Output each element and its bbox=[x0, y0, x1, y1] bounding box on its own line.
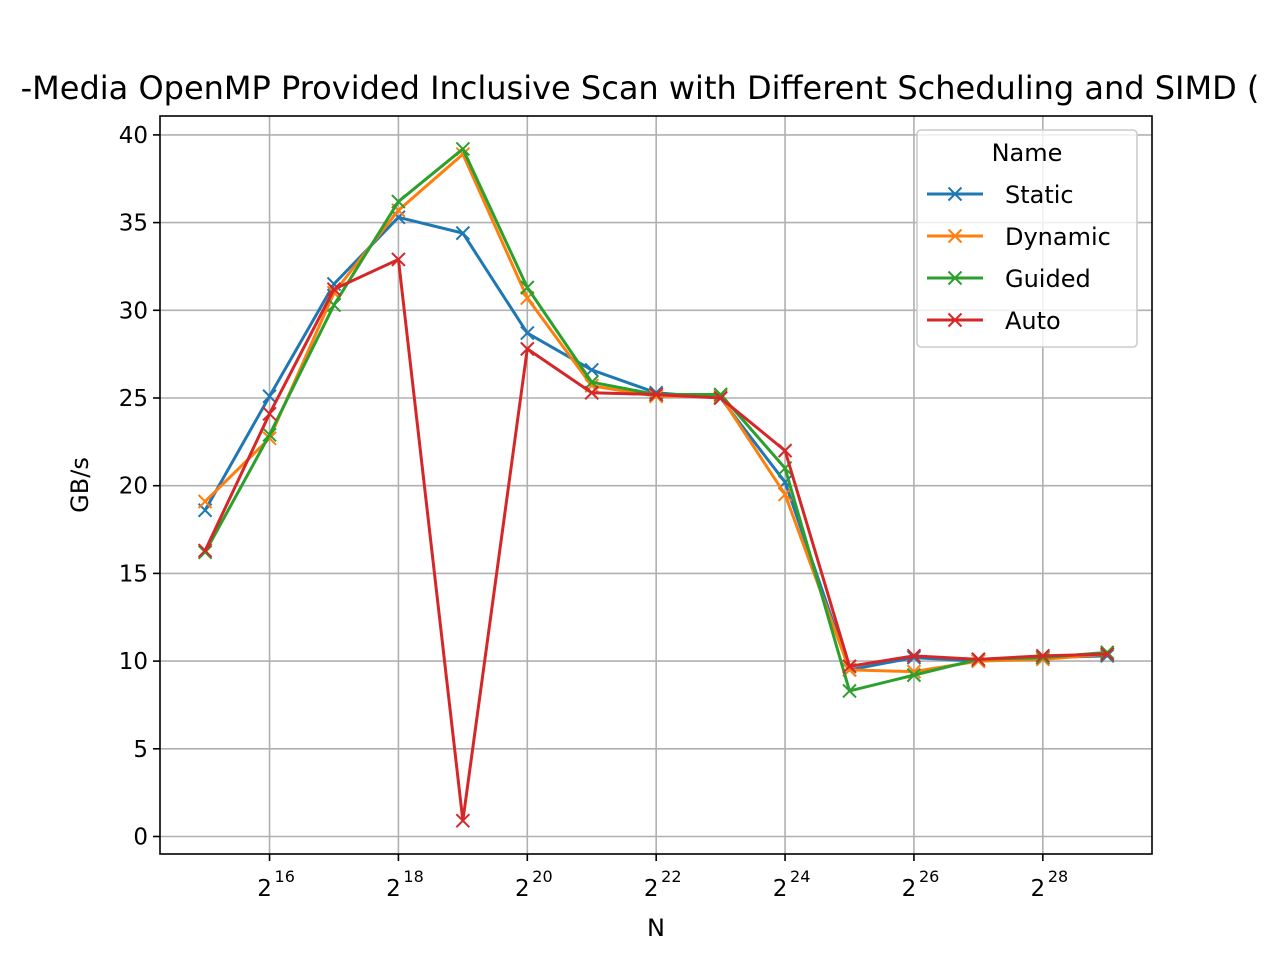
y-tick-label: 35 bbox=[119, 211, 148, 237]
y-axis-ticks: 0 5 10 15 20 25 30 35 40 bbox=[119, 123, 160, 851]
data-point-auto bbox=[455, 813, 471, 828]
data-point-guided bbox=[1035, 650, 1051, 665]
x-tick-label: 2 20 bbox=[515, 867, 553, 902]
legend-label: Dynamic bbox=[1005, 223, 1111, 251]
series-auto bbox=[197, 252, 1115, 828]
x-tick-exponent: 20 bbox=[532, 867, 552, 886]
legend-swatch-marker bbox=[947, 312, 963, 328]
legend-label: Static bbox=[1005, 181, 1074, 209]
data-point-auto bbox=[1100, 646, 1115, 662]
data-point-auto bbox=[1035, 648, 1051, 664]
data-point-static bbox=[262, 389, 277, 404]
data-point-auto bbox=[326, 282, 342, 297]
data-point-auto bbox=[391, 252, 406, 267]
y-axis-label: GB/s bbox=[66, 457, 94, 513]
series-layer bbox=[197, 141, 1115, 828]
data-point-auto bbox=[971, 652, 986, 667]
x-tick-label: 2 28 bbox=[1030, 867, 1068, 902]
x-tick-base: 2 bbox=[773, 876, 788, 902]
data-point-guided bbox=[262, 427, 277, 443]
data-point-auto bbox=[648, 387, 664, 402]
data-point-guided bbox=[520, 280, 535, 295]
data-point-auto bbox=[262, 406, 277, 421]
legend-swatch-marker bbox=[947, 270, 963, 286]
data-point-guided bbox=[197, 545, 213, 560]
data-point-dynamic bbox=[648, 389, 664, 404]
legend-label: Guided bbox=[1005, 265, 1091, 293]
legend-swatch-marker bbox=[947, 228, 963, 244]
x-axis-ticks: 2 16 2 18 2 20 2 22 2 24 2 26 2 28 bbox=[257, 854, 1068, 902]
data-point-dynamic bbox=[971, 653, 986, 669]
data-point-auto bbox=[777, 443, 793, 458]
y-tick-label: 0 bbox=[133, 825, 148, 851]
x-tick-base: 2 bbox=[257, 876, 272, 902]
x-tick-label: 2 24 bbox=[773, 867, 811, 902]
data-point-static bbox=[455, 225, 471, 241]
y-tick-label: 25 bbox=[119, 386, 148, 412]
x-tick-exponent: 24 bbox=[790, 867, 810, 886]
x-tick-label: 2 18 bbox=[386, 867, 424, 902]
data-point-static bbox=[520, 325, 535, 341]
x-tick-exponent: 18 bbox=[403, 867, 423, 886]
data-point-guided bbox=[584, 375, 599, 390]
x-axis-label: N bbox=[647, 914, 665, 942]
chart-title: -Media OpenMP Provided Inclusive Scan wi… bbox=[21, 69, 1260, 107]
legend-item-auto: Auto bbox=[927, 307, 1061, 335]
legend-entries: Static Dynamic Guided Auto bbox=[927, 181, 1111, 335]
x-tick-label: 2 16 bbox=[257, 867, 295, 902]
data-point-static bbox=[906, 650, 922, 665]
x-tick-label: 2 26 bbox=[902, 867, 940, 902]
legend-item-static: Static bbox=[927, 181, 1074, 209]
data-point-static bbox=[391, 210, 406, 225]
y-tick-label: 10 bbox=[119, 649, 148, 675]
data-point-auto bbox=[842, 659, 857, 674]
y-tick-label: 5 bbox=[133, 737, 148, 763]
legend-item-guided: Guided bbox=[927, 265, 1091, 293]
legend-title: Name bbox=[992, 139, 1063, 167]
data-point-auto bbox=[713, 390, 728, 406]
y-tick-label: 40 bbox=[119, 123, 148, 149]
y-tick-label: 15 bbox=[119, 561, 148, 587]
y-tick-label: 30 bbox=[119, 298, 148, 324]
legend-swatch-marker bbox=[947, 186, 963, 202]
legend: Name Static Dynamic Guided Auto bbox=[916, 129, 1138, 348]
legend-label: Auto bbox=[1005, 307, 1061, 335]
x-tick-exponent: 16 bbox=[275, 867, 295, 886]
x-tick-base: 2 bbox=[515, 876, 530, 902]
x-tick-exponent: 28 bbox=[1048, 867, 1068, 886]
data-point-guided bbox=[455, 141, 471, 157]
x-tick-base: 2 bbox=[644, 876, 659, 902]
x-tick-base: 2 bbox=[1030, 876, 1045, 902]
y-tick-label: 20 bbox=[119, 474, 148, 500]
x-tick-label: 2 22 bbox=[644, 867, 682, 902]
data-point-auto bbox=[906, 648, 922, 664]
data-point-dynamic bbox=[197, 494, 213, 509]
data-point-dynamic bbox=[777, 487, 793, 502]
data-point-guided bbox=[391, 194, 406, 209]
x-tick-exponent: 26 bbox=[919, 867, 939, 886]
data-point-auto bbox=[584, 385, 599, 400]
data-point-guided bbox=[1100, 645, 1115, 660]
data-point-guided bbox=[842, 683, 857, 699]
legend-item-dynamic: Dynamic bbox=[927, 223, 1111, 251]
data-point-guided bbox=[906, 667, 922, 683]
data-point-auto bbox=[197, 543, 213, 558]
legend-box bbox=[916, 129, 1138, 348]
data-point-auto bbox=[520, 341, 535, 357]
x-tick-base: 2 bbox=[902, 876, 917, 902]
x-tick-base: 2 bbox=[386, 876, 401, 902]
x-tick-exponent: 22 bbox=[661, 867, 681, 886]
